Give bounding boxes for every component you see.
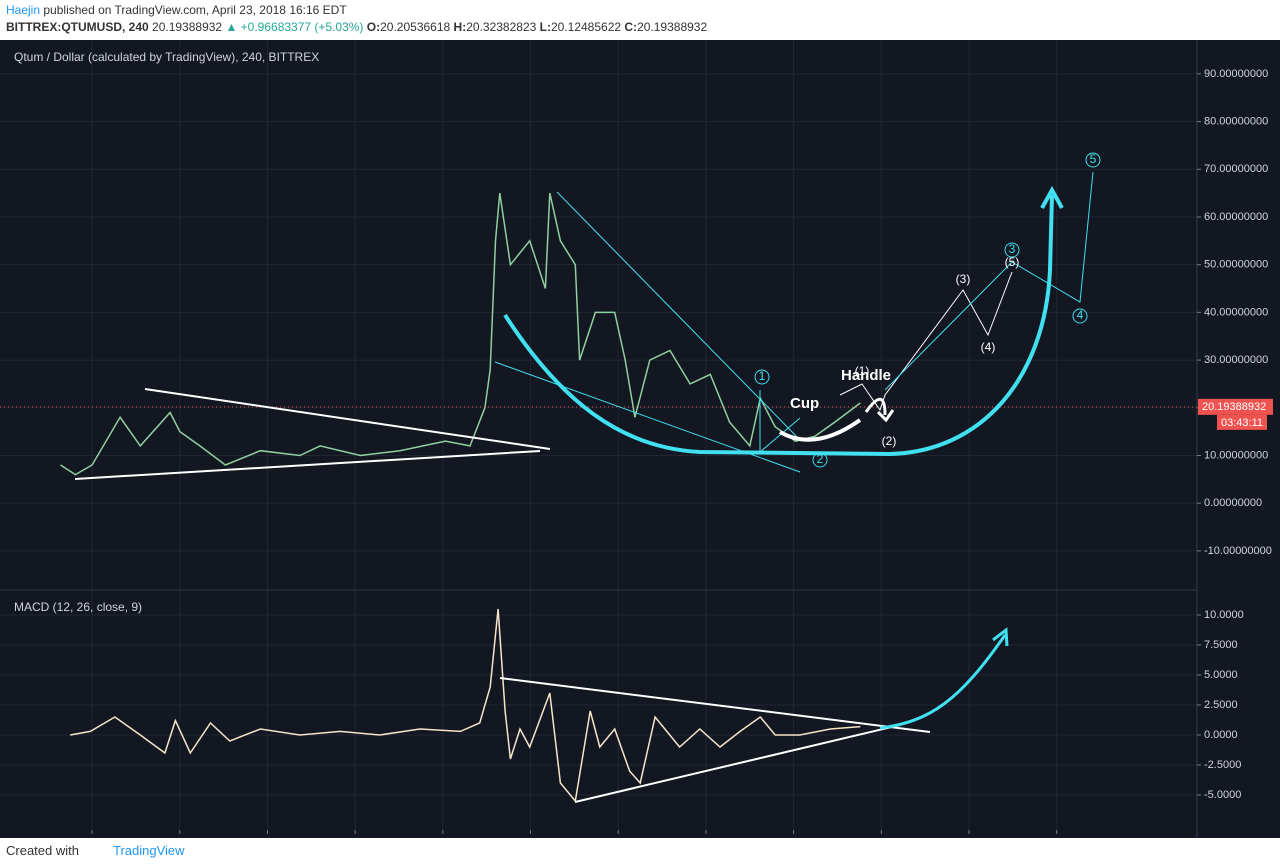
price-tag <box>1198 398 1273 415</box>
change: ▲ +0.96683377 (+5.03%) <box>225 20 364 34</box>
ohlc-label: O: <box>366 20 381 34</box>
trend-line <box>499 677 931 733</box>
countdown: 03:43:11 <box>1221 417 1263 429</box>
brand[interactable]: TradingView <box>112 843 185 858</box>
y-tick-label: 40.00000000 <box>1204 306 1268 318</box>
ohlc-value: 20.32382823 <box>466 20 537 34</box>
price-tag-label: 20.19388932 <box>1202 401 1266 413</box>
pane-title: MACD (12, 26, close, 9) <box>14 600 142 614</box>
y-tick-label: 10.0000 <box>1204 609 1244 621</box>
arrow-head <box>1040 185 1064 209</box>
handle-arrow <box>864 397 895 423</box>
annotation: (3) <box>956 272 971 286</box>
wave-circles <box>754 152 1101 468</box>
trend-line <box>74 450 541 480</box>
y-tick-label: -2.5000 <box>1204 759 1241 771</box>
header: Haejin published on TradingView.com, Apr… <box>6 2 707 36</box>
annotations: Cup Handle 1 2 3 4 5 (1) (2) (3) (4) (5) <box>754 152 1101 468</box>
marks <box>0 192 1197 803</box>
trend-line <box>574 724 901 803</box>
y-tick-label: 2.5000 <box>1204 699 1238 711</box>
ohlc-value: 20.19388932 <box>637 20 708 34</box>
countdown-tag <box>1217 414 1267 430</box>
grid <box>0 40 1197 830</box>
handle-curve <box>779 418 862 442</box>
y-tick-label: 0.0000 <box>1204 729 1238 741</box>
y-tick-label: 5.0000 <box>1204 669 1238 681</box>
y-tick-label: 50.00000000 <box>1204 259 1268 271</box>
annotation: (2) <box>882 434 897 448</box>
y-tick-label: 60.00000000 <box>1204 211 1268 223</box>
y-tick-label: 70.00000000 <box>1204 163 1268 175</box>
ohlc-label: C: <box>624 20 638 34</box>
ohlc-value: 20.20536618 <box>380 20 451 34</box>
annotation: (1) <box>855 364 870 378</box>
footer: Created with TradingView <box>6 843 185 858</box>
annotation: (5) <box>1005 255 1020 269</box>
y-tick-label: 10.00000000 <box>1204 449 1268 461</box>
y-tick-label: 80.00000000 <box>1204 115 1268 127</box>
y-tick-label: 7.5000 <box>1204 639 1238 651</box>
y-tick-label: -10.00000000 <box>1204 545 1272 557</box>
macd-arrow <box>879 634 1007 730</box>
wave-line <box>839 271 1013 412</box>
annotation: 2 <box>817 452 824 466</box>
cup-curve <box>503 194 1054 457</box>
annotation: (4) <box>981 340 996 354</box>
arrow-head <box>992 627 1009 647</box>
published: published on TradingView.com, April 23, … <box>43 3 347 17</box>
wave-line <box>884 171 1094 391</box>
annotation: 1 <box>759 369 766 383</box>
ohlc-label: L: <box>539 20 551 34</box>
annotation: Cup <box>790 395 819 412</box>
annotation: 5 <box>1090 152 1097 166</box>
y-tick-label: 0.00000000 <box>1204 497 1262 509</box>
series-line <box>70 608 861 803</box>
annotation: 3 <box>1009 242 1016 256</box>
author[interactable]: Haejin <box>6 3 41 17</box>
annotation: Handle <box>841 367 891 384</box>
y-tick-label: 90.00000000 <box>1204 68 1268 80</box>
chart: Cup Handle 1 2 3 4 5 (1) (2) (3) (4) (5)… <box>0 40 1280 838</box>
ohlc-value: 20.12485622 <box>550 20 622 34</box>
symbol: BITTREX:QTUMUSD, 240 <box>6 20 149 34</box>
y-tick-label: 30.00000000 <box>1204 354 1268 366</box>
y-tick-label: -5.0000 <box>1204 789 1241 801</box>
price: 20.19388932 <box>152 20 223 34</box>
ohlc-label: H: <box>453 20 467 34</box>
pane-title: Qtum / Dollar (calculated by TradingView… <box>14 50 319 64</box>
footer-text: Created with <box>6 843 79 858</box>
trend-line <box>144 388 551 450</box>
annotation: 4 <box>1077 308 1084 322</box>
series-line <box>60 192 861 476</box>
